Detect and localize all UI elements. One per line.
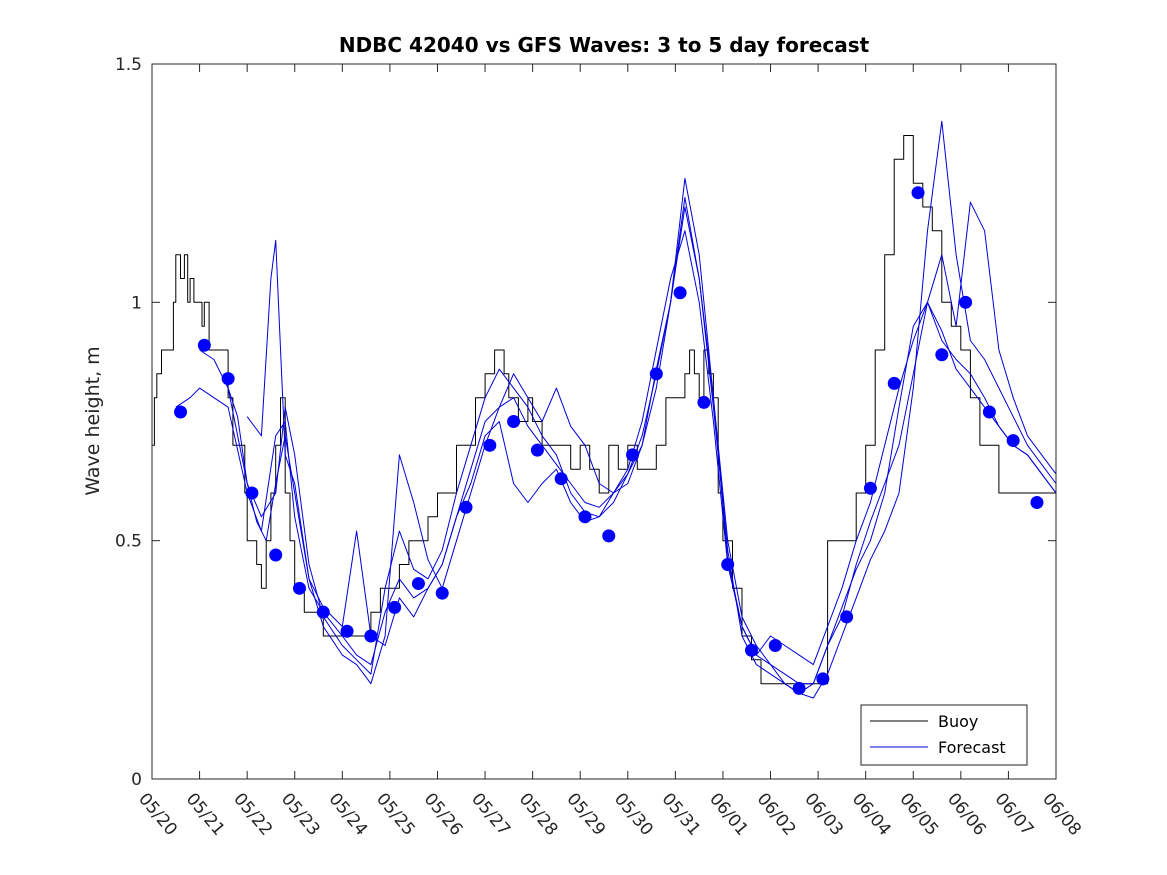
x-tick-label: 05/25 bbox=[372, 789, 419, 839]
x-tick-label: 06/02 bbox=[753, 789, 800, 839]
x-tick-label: 05/22 bbox=[229, 789, 276, 839]
forecast-point bbox=[530, 443, 544, 457]
forecast-point bbox=[959, 295, 973, 309]
x-tick-label: 05/27 bbox=[467, 789, 514, 839]
plot-area bbox=[152, 64, 1056, 779]
series-layer bbox=[152, 120, 1057, 699]
forecast-point bbox=[649, 367, 663, 381]
x-tick-label: 06/03 bbox=[800, 789, 847, 839]
x-tick-label: 06/01 bbox=[705, 789, 752, 839]
y-axis-label: Wave height, m bbox=[82, 346, 104, 495]
y-tick-label: 0.5 bbox=[115, 532, 142, 552]
forecast-point bbox=[316, 605, 330, 619]
x-tick-label: 05/24 bbox=[324, 789, 371, 839]
forecast-point bbox=[411, 577, 425, 591]
forecast-point bbox=[245, 486, 259, 500]
forecast-point bbox=[459, 500, 473, 514]
x-tick-label: 05/21 bbox=[182, 789, 229, 839]
forecast-point bbox=[840, 610, 854, 624]
forecast-point bbox=[935, 348, 949, 362]
chart-title: NDBC 42040 vs GFS Waves: 3 to 5 day fore… bbox=[339, 33, 870, 57]
forecast-point bbox=[388, 600, 402, 614]
forecast-point bbox=[697, 395, 711, 409]
forecast-point bbox=[602, 529, 616, 543]
y-tick-label: 1 bbox=[131, 293, 142, 313]
forecast-point bbox=[744, 643, 758, 657]
forecast-point bbox=[792, 681, 806, 695]
forecast-point bbox=[269, 548, 283, 562]
forecast-point bbox=[435, 586, 449, 600]
forecast-point bbox=[911, 186, 925, 200]
x-tick-label: 05/20 bbox=[134, 789, 181, 839]
y-tick-label: 0 bbox=[131, 770, 142, 790]
x-tick-label: 06/06 bbox=[943, 789, 990, 839]
x-tick-label: 05/28 bbox=[515, 789, 562, 839]
forecast-point bbox=[816, 672, 830, 686]
forecast-point bbox=[982, 405, 996, 419]
forecast-point bbox=[768, 639, 782, 653]
forecast-point bbox=[863, 481, 877, 495]
x-tick-label: 06/08 bbox=[1038, 789, 1085, 839]
forecast-point bbox=[1006, 434, 1020, 448]
forecast-point bbox=[174, 405, 188, 419]
forecast-point bbox=[578, 510, 592, 524]
forecast-point bbox=[197, 338, 211, 352]
forecast-point bbox=[1030, 496, 1044, 510]
legend: Buoy Forecast bbox=[860, 704, 1028, 766]
forecast-series-line-3 bbox=[222, 197, 1057, 694]
forecast-point bbox=[340, 624, 354, 638]
x-tick-label: 06/05 bbox=[895, 789, 942, 839]
forecast-point bbox=[221, 372, 235, 386]
forecast-point bbox=[721, 558, 735, 571]
x-tick-label: 06/04 bbox=[848, 789, 895, 839]
x-tick-label: 06/07 bbox=[991, 789, 1038, 839]
forecast-point bbox=[673, 286, 687, 300]
x-tick-label: 05/29 bbox=[562, 789, 609, 839]
forecast-point bbox=[364, 629, 378, 643]
x-tick-label: 05/23 bbox=[277, 789, 324, 839]
legend-buoy-label: Buoy bbox=[938, 712, 978, 731]
forecast-point bbox=[483, 438, 497, 452]
forecast-point bbox=[507, 415, 521, 428]
forecast-point bbox=[626, 448, 640, 462]
legend-box bbox=[860, 704, 1028, 766]
x-tick-label: 05/26 bbox=[420, 789, 467, 839]
plot-frame bbox=[151, 63, 1057, 780]
forecast-series-line-4 bbox=[246, 206, 1057, 666]
forecast-point bbox=[292, 581, 306, 595]
forecast-point bbox=[887, 376, 901, 390]
forecast-point bbox=[554, 472, 568, 486]
x-tick-label: 05/31 bbox=[658, 789, 705, 839]
y-tick-label: 1.5 bbox=[115, 55, 142, 75]
x-tick-label: 05/30 bbox=[610, 789, 657, 839]
legend-forecast-label: Forecast bbox=[938, 738, 1006, 757]
